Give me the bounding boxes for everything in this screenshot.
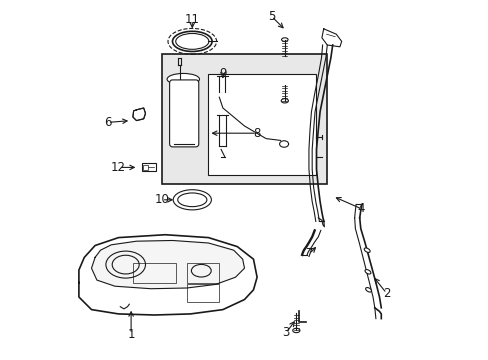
Text: 10: 10 bbox=[154, 193, 169, 206]
Bar bbox=[208, 74, 316, 175]
Polygon shape bbox=[79, 235, 257, 315]
Ellipse shape bbox=[279, 141, 288, 147]
Text: 5: 5 bbox=[267, 10, 275, 23]
Ellipse shape bbox=[364, 270, 370, 274]
Polygon shape bbox=[321, 29, 341, 47]
Text: 4: 4 bbox=[357, 202, 365, 215]
Bar bbox=[142, 165, 148, 170]
Text: 2: 2 bbox=[382, 287, 389, 300]
Text: 11: 11 bbox=[184, 13, 200, 26]
Text: 9: 9 bbox=[219, 67, 226, 80]
Ellipse shape bbox=[167, 73, 199, 85]
Ellipse shape bbox=[172, 31, 212, 51]
Ellipse shape bbox=[281, 38, 287, 41]
Bar bbox=[142, 163, 155, 171]
Ellipse shape bbox=[281, 99, 288, 103]
Text: 1: 1 bbox=[127, 328, 135, 341]
Text: 6: 6 bbox=[104, 116, 111, 129]
Text: 8: 8 bbox=[253, 127, 260, 140]
Bar bbox=[186, 284, 219, 302]
Polygon shape bbox=[133, 108, 145, 121]
Ellipse shape bbox=[365, 288, 371, 292]
Ellipse shape bbox=[292, 328, 299, 333]
Polygon shape bbox=[91, 240, 244, 289]
Text: 3: 3 bbox=[282, 327, 289, 339]
Text: 12: 12 bbox=[111, 161, 126, 174]
Ellipse shape bbox=[364, 248, 369, 252]
Bar bbox=[162, 54, 326, 184]
Bar bbox=[133, 263, 176, 283]
Bar bbox=[186, 263, 219, 283]
FancyBboxPatch shape bbox=[169, 80, 199, 147]
Ellipse shape bbox=[173, 190, 211, 210]
Text: 7: 7 bbox=[305, 247, 312, 260]
